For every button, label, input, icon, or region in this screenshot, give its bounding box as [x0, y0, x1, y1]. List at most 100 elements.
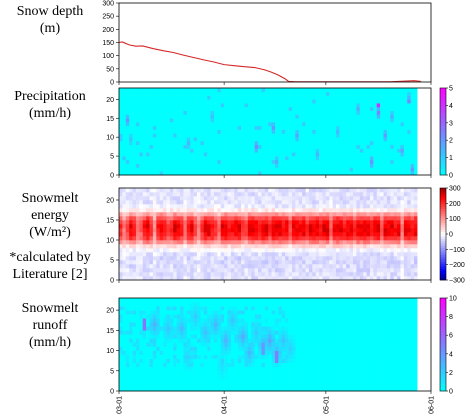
snowmelt-energy-cell: [298, 240, 303, 245]
snowmelt-energy-cell: [346, 244, 350, 249]
precipitation-cell: [241, 95, 245, 100]
snowmelt-energy-cell: [268, 276, 272, 281]
snowmelt-energy-cell: [288, 224, 293, 229]
precipitation-cell: [278, 140, 283, 146]
snowmelt-runoff-cell: [224, 322, 228, 327]
snowmelt-energy-cell: [152, 188, 157, 193]
snowmelt-runoff-cell: [197, 342, 201, 347]
snowmelt-energy-cell: [169, 220, 174, 225]
snowmelt-runoff-cell: [173, 298, 177, 303]
snowmelt-energy-cell: [271, 236, 276, 241]
snowmelt-runoff-cell: [156, 298, 160, 303]
snowmelt-energy-cell: [322, 212, 327, 217]
snowmelt-energy-cell: [369, 244, 374, 249]
snowmelt-energy-colorbar-tick-label: 100: [449, 216, 461, 223]
precipitation-cell: [193, 133, 198, 138]
precipitation-cell: [403, 137, 408, 142]
precipitation-cell: [271, 125, 276, 130]
snowmelt-runoff-cell: [190, 354, 194, 359]
precipitation-cell: [308, 95, 313, 100]
precipitation-colorbar-segment: [440, 109, 446, 113]
precipitation-cell: [295, 148, 300, 153]
snowmelt-energy-cell: [264, 252, 269, 257]
snowmelt-energy-cell: [288, 200, 293, 205]
snowmelt-energy-cell: [139, 204, 144, 209]
snowmelt-energy-cell: [197, 240, 201, 245]
precipitation-cell: [213, 156, 218, 161]
snowmelt-runoff-cell: [125, 326, 130, 331]
snowmelt-energy-cell: [302, 212, 306, 217]
snowmelt-energy-cell: [359, 228, 364, 233]
precipitation-cell: [159, 171, 164, 176]
precipitation-cell: [264, 140, 269, 146]
snowmelt-energy-cell: [227, 252, 232, 257]
precipitation-cell: [197, 156, 201, 161]
precipitation-cell: [230, 106, 235, 111]
snowmelt-energy-cell: [132, 204, 137, 209]
snowmelt-energy-cell: [132, 232, 137, 237]
snowmelt-energy-cell: [369, 276, 374, 281]
snowmelt-energy-cell: [190, 228, 194, 233]
precipitation-cell: [329, 137, 333, 142]
precipitation-cell: [390, 122, 394, 127]
precipitation-cell: [275, 129, 279, 134]
snowmelt-energy-cell: [403, 228, 408, 233]
snowmelt-energy-cell: [244, 244, 249, 249]
snowmelt-energy-cell: [207, 252, 211, 257]
precipitation-cell: [247, 125, 252, 130]
precipitation-cell: [193, 156, 198, 161]
precipitation-cell: [180, 88, 184, 93]
precipitation-cell: [207, 99, 211, 104]
snowmelt-energy-cell: [288, 240, 293, 245]
snowmelt-runoff-cell: [203, 374, 208, 380]
precipitation-cell: [369, 167, 374, 172]
snowmelt-energy-cell: [268, 232, 272, 237]
snowmelt-energy-cell: [261, 220, 266, 225]
precipitation-cell: [247, 110, 252, 115]
precipitation-cell: [390, 171, 394, 176]
snowmelt-energy-cell: [139, 232, 144, 237]
precipitation-cell: [197, 167, 201, 172]
snowmelt-runoff-cell: [119, 374, 123, 380]
snowmelt-energy-cell: [325, 244, 330, 249]
snowmelt-runoff-cell: [217, 362, 222, 368]
snowmelt-runoff-cell: [227, 358, 232, 363]
snowmelt-energy-cell: [244, 212, 249, 217]
snowmelt-energy-cell: [278, 220, 283, 225]
snowmelt-energy-cell: [254, 220, 259, 225]
snowmelt-runoff-cell: [197, 326, 201, 331]
snowmelt-energy-cell: [224, 204, 228, 209]
precipitation-cell: [271, 129, 276, 134]
snowmelt-runoff-cell: [203, 370, 208, 376]
precipitation-cell: [190, 99, 194, 104]
precipitation-cell: [353, 95, 357, 100]
snowmelt-runoff-cell: [200, 358, 205, 363]
snowmelt-energy-cell: [183, 228, 188, 233]
snowmelt-energy-cell: [224, 236, 228, 241]
precipitation-cell: [264, 103, 269, 108]
snowmelt-energy-cell: [254, 188, 259, 193]
precipitation-cell: [190, 167, 194, 172]
snowmelt-runoff-cell: [213, 346, 218, 351]
precipitation-cell: [298, 140, 303, 146]
snowmelt-energy-cell: [285, 236, 289, 241]
precipitation-cell: [193, 171, 198, 176]
snowmelt-energy-cell: [180, 264, 184, 269]
precipitation-cell: [342, 156, 347, 161]
precipitation-cell: [213, 171, 218, 176]
precipitation-cell: [376, 129, 381, 134]
snowmelt-energy-cell: [163, 272, 167, 277]
snowmelt-energy-cell: [383, 260, 388, 265]
snowmelt-energy-cell: [339, 200, 344, 205]
precipitation-cell: [183, 137, 188, 142]
snowmelt-energy-cell: [376, 248, 381, 253]
snowmelt-energy-cell: [271, 260, 276, 265]
precipitation-cell: [207, 106, 211, 111]
snowmelt-energy-cell: [271, 268, 276, 273]
precipitation-colorbar-segment: [440, 133, 446, 137]
snowmelt-energy-cell: [176, 264, 181, 269]
precipitation-cell: [281, 114, 286, 119]
snowmelt-runoff-cell: [180, 386, 184, 392]
snowmelt-runoff-cell: [193, 342, 198, 347]
precipitation-cell: [210, 106, 215, 111]
